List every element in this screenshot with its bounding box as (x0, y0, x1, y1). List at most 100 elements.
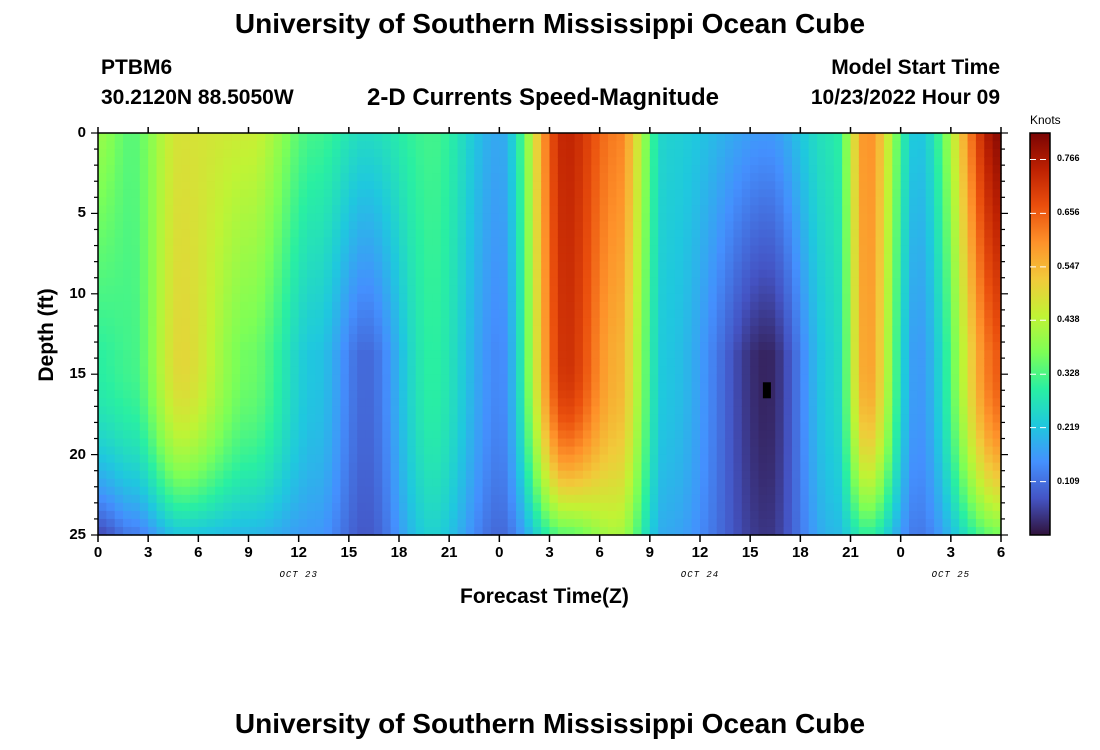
heatmap-cell (741, 462, 751, 472)
heatmap-cell (98, 494, 107, 504)
heatmap-cell (524, 325, 534, 335)
heatmap-cell (574, 398, 584, 407)
heatmap-cell (156, 470, 166, 480)
heatmap-cell (465, 245, 475, 255)
heatmap-cell (758, 334, 768, 343)
heatmap-cell (273, 309, 283, 319)
heatmap-cell (666, 414, 676, 424)
heatmap-cell (449, 157, 459, 166)
heatmap-cell (348, 406, 358, 415)
heatmap-cell (833, 462, 843, 472)
heatmap-cell (800, 398, 810, 407)
heatmap-cell (265, 269, 275, 279)
heatmap-cell (641, 197, 651, 206)
heatmap-cell (231, 285, 241, 295)
heatmap-cell (248, 309, 258, 319)
heatmap-cell (716, 486, 726, 496)
heatmap-cell (783, 414, 793, 424)
heatmap-cell (591, 301, 601, 311)
heatmap-cell (900, 165, 910, 174)
heatmap-cell (850, 301, 860, 311)
heatmap-cell (164, 486, 174, 496)
heatmap-cell (198, 486, 208, 496)
heatmap-cell (198, 205, 208, 214)
heatmap-cell (783, 221, 793, 231)
heatmap-cell (700, 398, 709, 407)
heatmap-cell (432, 438, 442, 448)
heatmap-cell (582, 245, 592, 255)
heatmap-cell (741, 382, 751, 391)
heatmap-cell (758, 301, 768, 311)
heatmap-cell (474, 414, 484, 424)
heatmap-cell (390, 422, 400, 432)
heatmap-cell (474, 301, 484, 311)
heatmap-cell (549, 277, 559, 287)
heatmap-cell (315, 414, 325, 424)
heatmap-cell (708, 374, 718, 383)
heatmap-cell (198, 414, 208, 424)
heatmap-cell (842, 414, 852, 424)
heatmap-cell (700, 133, 709, 142)
heatmap-cell (758, 229, 768, 239)
heatmap-cell (432, 422, 442, 432)
heatmap-cell (474, 317, 484, 327)
heatmap-cell (440, 229, 450, 239)
heatmap-cell (624, 502, 634, 512)
heatmap-cell (925, 189, 935, 198)
heatmap-cell (817, 366, 827, 375)
heatmap-cell (482, 253, 492, 263)
heatmap-cell (223, 366, 233, 375)
heatmap-cell (440, 342, 450, 351)
heatmap-cell (332, 478, 342, 488)
heatmap-cell (98, 309, 107, 319)
heatmap-cell (449, 470, 459, 480)
heatmap-cell (524, 518, 534, 528)
heatmap-cell (808, 293, 818, 303)
heatmap-cell (215, 430, 225, 440)
heatmap-cell (649, 422, 659, 432)
heatmap-cell (842, 285, 852, 295)
heatmap-cell (390, 197, 400, 206)
heatmap-cell (574, 502, 584, 512)
heatmap-cell (265, 309, 275, 319)
heatmap-cell (290, 157, 300, 166)
heatmap-cell (858, 454, 868, 464)
heatmap-cell (399, 205, 408, 214)
heatmap-cell (892, 229, 902, 239)
heatmap-cell (842, 518, 852, 528)
heatmap-cell (256, 478, 266, 488)
heatmap-cell (524, 293, 534, 303)
heatmap-cell (424, 157, 434, 166)
heatmap-cell (708, 518, 718, 528)
heatmap-cell (817, 301, 827, 311)
heatmap-cell (766, 301, 776, 311)
heatmap-cell (123, 285, 133, 295)
heatmap-cell (465, 350, 475, 359)
heatmap-cell (532, 325, 542, 335)
heatmap-cell (783, 157, 793, 166)
heatmap-cell (399, 494, 408, 504)
heatmap-cell (616, 165, 626, 174)
heatmap-cell (666, 470, 676, 480)
heatmap-cell (215, 446, 225, 456)
heatmap-cell (599, 221, 609, 231)
heatmap-cell (114, 197, 124, 206)
heatmap-cell (666, 173, 676, 182)
heatmap-cell (850, 205, 860, 214)
heatmap-cell (766, 494, 776, 504)
heatmap-cell (114, 454, 124, 464)
heatmap-cell (223, 430, 233, 440)
heatmap-cell (399, 366, 408, 375)
heatmap-cell (156, 309, 166, 319)
heatmap-cell (883, 406, 893, 415)
heatmap-cell (357, 149, 367, 158)
heatmap-cell (900, 293, 910, 303)
heatmap-cell (365, 237, 375, 247)
heatmap-cell (741, 181, 751, 190)
heatmap-cell (900, 462, 910, 472)
heatmap-cell (490, 269, 500, 279)
heatmap-cell (666, 478, 676, 488)
heatmap-cell (173, 141, 183, 150)
heatmap-cell (883, 526, 893, 536)
heatmap-cell (215, 189, 225, 198)
